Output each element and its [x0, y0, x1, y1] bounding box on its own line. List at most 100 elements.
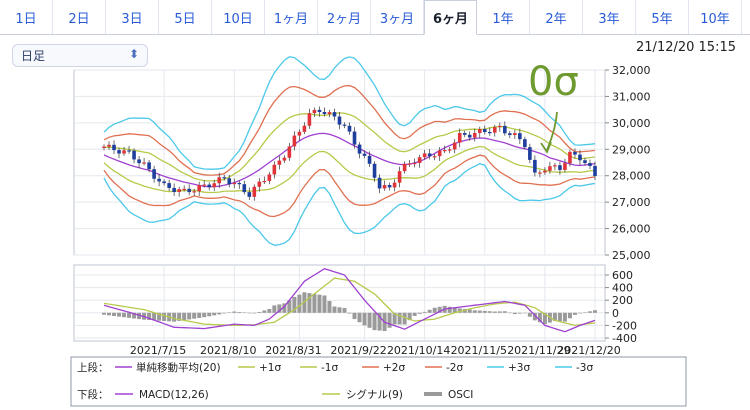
candle-body — [257, 181, 262, 187]
date-tick-label: 2021/9/22 — [330, 344, 386, 357]
candle-body — [437, 150, 442, 157]
osci-bar — [107, 312, 112, 316]
osci-bar — [352, 312, 357, 320]
osci-bar — [202, 312, 207, 318]
candle-body — [482, 129, 487, 133]
osci-bar — [587, 311, 592, 313]
price-tick-label: 26,000 — [612, 223, 651, 236]
candle-body — [252, 186, 257, 197]
osci-bar — [112, 312, 117, 316]
osci-bar — [192, 312, 197, 319]
candle-body — [583, 160, 587, 164]
tab-8[interactable]: 6ヶ月 — [424, 0, 477, 35]
macd-tick-label: 600 — [612, 269, 633, 282]
candle-body — [267, 174, 272, 182]
candle-body — [327, 112, 332, 115]
tab-0[interactable]: 1日 — [0, 0, 53, 34]
osci-bar — [222, 312, 227, 314]
candle-body — [573, 151, 577, 155]
tab-5[interactable]: 1ヶ月 — [265, 0, 318, 34]
osci-bar — [237, 312, 242, 313]
candle-body — [372, 163, 377, 178]
macd-tick-label: -400 — [612, 332, 637, 345]
candle-body — [452, 142, 457, 150]
price-tick-label: 31,000 — [612, 90, 651, 103]
candle-body — [207, 184, 212, 188]
osci-bar — [207, 312, 212, 317]
tab-7[interactable]: 3ヶ月 — [371, 0, 424, 34]
macd-tick-label: 400 — [612, 282, 633, 295]
candle-body — [322, 112, 327, 115]
tab-3[interactable]: 5日 — [159, 0, 212, 34]
candle-body — [477, 129, 482, 133]
osci-bar — [177, 312, 182, 321]
osci-bar — [147, 312, 152, 321]
osci-bar — [312, 293, 317, 313]
osci-bar — [317, 294, 322, 313]
legend-upper-item: -2σ — [446, 362, 463, 374]
osci-bar — [122, 312, 127, 318]
candle-body — [282, 157, 287, 161]
candle-body — [533, 159, 537, 173]
osci-bar — [477, 310, 482, 313]
legend-upper-item: +3σ — [508, 362, 530, 374]
osci-bar — [487, 311, 492, 313]
osci-bar — [152, 312, 157, 321]
candle-body — [177, 189, 181, 193]
osci-bar — [127, 312, 132, 318]
arrow-head-icon — [540, 141, 552, 154]
osci-bar — [277, 304, 282, 313]
tab-6[interactable]: 2ヶ月 — [318, 0, 371, 34]
osci-bar — [542, 312, 547, 325]
candle-body — [262, 181, 267, 183]
candle-body — [503, 125, 507, 134]
date-tick-label: 2021/8/10 — [200, 344, 256, 357]
price-tick-label: 30,000 — [612, 117, 651, 130]
tab-12[interactable]: 5年 — [636, 0, 689, 34]
candle-body — [518, 133, 522, 140]
tab-10[interactable]: 2年 — [530, 0, 583, 34]
tab-13[interactable]: 10年 — [689, 0, 742, 34]
candle-body — [222, 177, 227, 179]
tab-1[interactable]: 2日 — [53, 0, 106, 34]
osci-bar — [367, 312, 372, 328]
tab-4[interactable]: 10日 — [212, 0, 265, 34]
candle-body — [427, 153, 432, 157]
candle-body — [112, 144, 116, 151]
candle-body — [217, 177, 222, 184]
tab-2[interactable]: 3日 — [106, 0, 159, 34]
candle-body — [172, 187, 176, 193]
macd-tick-label: -200 — [612, 319, 637, 332]
osci-bar — [172, 312, 177, 322]
candle-body — [392, 182, 397, 188]
osci-bar — [362, 312, 367, 326]
osci-bar — [132, 312, 137, 319]
plus1-sigma-line — [103, 112, 596, 182]
candle-body — [152, 169, 156, 179]
candle-body — [417, 157, 422, 163]
price-tick-label: 25,000 — [612, 249, 651, 262]
macd-tick-label: 0 — [612, 307, 619, 320]
osci-bar — [492, 311, 497, 313]
osci-bar — [182, 312, 187, 321]
candle-body — [407, 163, 412, 165]
candle-body — [202, 184, 207, 186]
osci-bar — [522, 312, 527, 314]
osci-bar — [577, 312, 582, 314]
price-tick-label: 27,000 — [612, 196, 651, 209]
candle-body — [347, 125, 352, 132]
date-tick-label: 2021/10/14 — [387, 344, 450, 357]
osci-bar — [527, 312, 532, 317]
tab-9[interactable]: 1年 — [477, 0, 530, 34]
candle-body — [382, 185, 387, 189]
macd-panel — [73, 264, 606, 342]
zero-sigma-annotation: 0σ — [528, 59, 579, 105]
osci-bar — [282, 303, 287, 313]
tab-11[interactable]: 3年 — [583, 0, 636, 34]
interval-select[interactable]: 日足 ⬍ — [12, 44, 148, 67]
candle-body — [462, 132, 467, 135]
candle-body — [182, 188, 186, 190]
candle-body — [102, 146, 106, 148]
osci-bar — [457, 308, 462, 313]
